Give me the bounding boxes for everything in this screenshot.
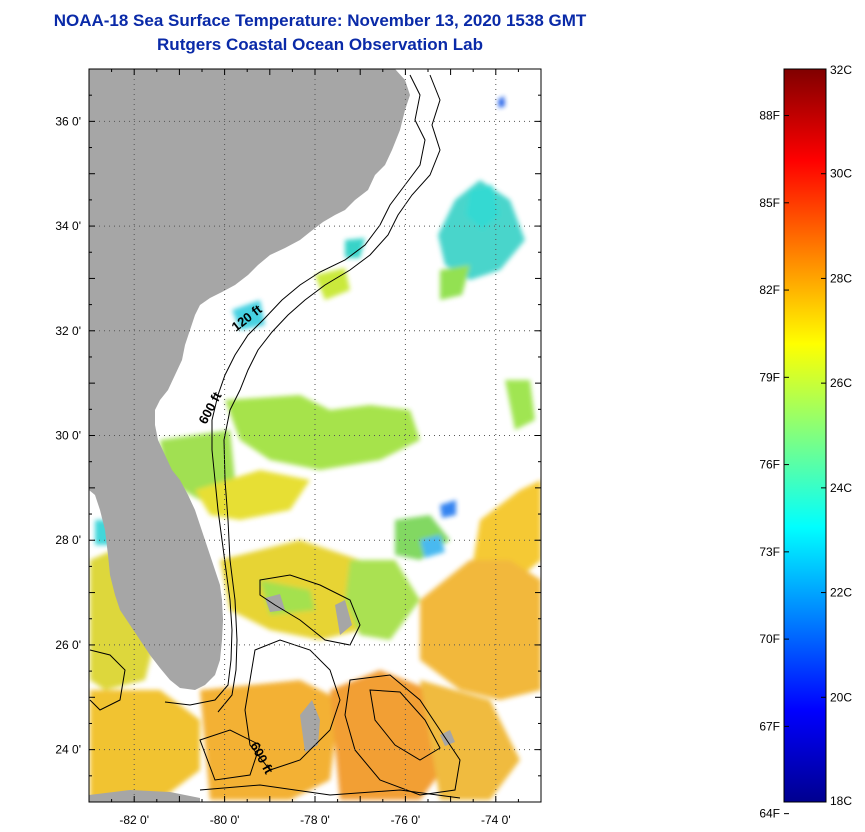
celsius-tick-label: 32C — [830, 63, 852, 77]
sst-patch — [90, 690, 200, 800]
us-east-coast-landmass — [89, 69, 410, 690]
fahrenheit-tick-label: 79F — [759, 370, 780, 384]
fahrenheit-tick-label: 64F — [759, 807, 780, 821]
lon-tick-label: -76 0' — [391, 813, 421, 827]
cuba-coast — [89, 790, 200, 802]
sst-patch — [420, 535, 445, 558]
lat-tick-label: 28 0' — [55, 533, 81, 547]
lat-tick-label: 36 0' — [55, 114, 81, 128]
graticule — [89, 69, 541, 802]
sst-patch — [440, 500, 456, 518]
sst-patch — [330, 670, 450, 800]
sst-patch — [200, 680, 340, 800]
sst-patch — [466, 185, 500, 230]
sst-patch — [440, 265, 470, 300]
colorbar-gradient — [783, 68, 827, 803]
celsius-tick-label: 18C — [830, 794, 852, 808]
sst-patch — [345, 560, 420, 640]
sst-patch — [505, 380, 535, 430]
map-title: NOAA-18 Sea Surface Temperature: Novembe… — [53, 11, 587, 30]
latitude-axis: 36 0' 34 0' 32 0' 30 0' 28 0' 26 0' 24 0' — [55, 68, 541, 803]
lon-tick-label: -80 0' — [210, 813, 240, 827]
fahrenheit-tick-label: 67F — [759, 719, 780, 733]
contour-line — [344, 674, 461, 796]
fahrenheit-tick-label: 85F — [759, 196, 780, 210]
sst-patch — [225, 395, 420, 470]
sst-patch — [232, 300, 265, 330]
sst-patch — [438, 180, 525, 280]
celsius-tick-label: 28C — [830, 271, 852, 285]
contour-line — [217, 74, 441, 713]
longitude-axis: -82 0' -80 0' -78 0' -76 0' -74 0' — [88, 69, 542, 827]
colorbar-celsius-ticks: 32C 30C 28C 26C 24C 22C 20C 18C — [821, 63, 852, 808]
lat-tick-label: 26 0' — [55, 638, 81, 652]
contour-line — [199, 784, 461, 799]
lon-tick-label: -74 0' — [481, 813, 511, 827]
celsius-tick-label: 26C — [830, 376, 852, 390]
celsius-tick-label: 22C — [830, 586, 852, 600]
celsius-tick-label: 24C — [830, 481, 852, 495]
fahrenheit-tick-label: 73F — [759, 545, 780, 559]
sst-patch — [345, 238, 365, 258]
sst-patch — [420, 560, 541, 700]
lat-tick-label: 24 0' — [55, 743, 81, 757]
sst-patch — [315, 268, 350, 300]
lon-tick-label: -78 0' — [300, 813, 330, 827]
colorbar: 32C 30C 28C 26C 24C 22C 20C 18C 88F 85F 82F 79F 76F… — [759, 63, 852, 821]
lon-tick-label: -82 0' — [119, 813, 149, 827]
sst-patch — [195, 470, 310, 520]
fahrenheit-tick-label: 82F — [759, 283, 780, 297]
colorbar-fahrenheit-ticks: 88F 85F 82F 79F 76F 73F 70F 67F 64F — [759, 109, 789, 821]
contour-line — [369, 689, 441, 761]
contour-line — [199, 729, 261, 781]
lat-tick-label: 30 0' — [55, 429, 81, 443]
bahamas-island — [335, 600, 352, 635]
sst-patch — [420, 680, 520, 800]
celsius-tick-label: 30C — [830, 167, 852, 181]
land — [89, 69, 455, 802]
map-panel: 36 0' 34 0' 32 0' 30 0' 28 0' 26 0' 24 0' -82 … — [55, 68, 542, 827]
fahrenheit-tick-label: 88F — [759, 109, 780, 123]
bahamas-island — [440, 730, 455, 746]
lat-tick-label: 32 0' — [55, 324, 81, 338]
sst-patch — [498, 96, 505, 108]
fahrenheit-tick-label: 70F — [759, 632, 780, 646]
lat-tick-label: 34 0' — [55, 219, 81, 233]
fahrenheit-tick-label: 76F — [759, 458, 780, 472]
celsius-tick-label: 20C — [830, 690, 852, 704]
contour-line — [89, 649, 126, 711]
map-subtitle: Rutgers Coastal Ocean Observation Lab — [157, 35, 483, 54]
